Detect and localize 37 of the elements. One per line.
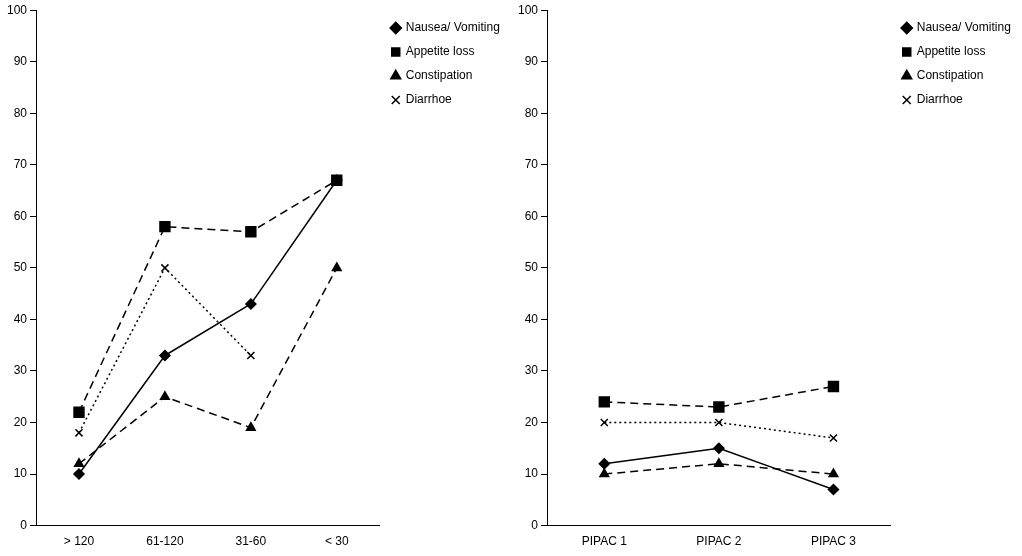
y-tick-label: 20 — [13, 414, 28, 429]
x-tick-label: PIPAC 1 — [581, 534, 628, 549]
legend-label: Appetite loss — [916, 44, 986, 59]
y-tick-label: 100 — [517, 2, 539, 17]
y-tick-label: 30 — [524, 363, 539, 378]
y-tick-label: 10 — [13, 466, 28, 481]
x-tick-label: > 120 — [63, 534, 95, 549]
y-tick-label: 60 — [13, 208, 28, 223]
y-tick-label: 90 — [524, 54, 539, 69]
y-tick-label: 10 — [524, 466, 539, 481]
y-tick-label: 70 — [524, 157, 539, 172]
x-tick-label: PIPAC 3 — [810, 534, 857, 549]
x-tick-label: < 30 — [324, 534, 349, 549]
x-tick-label: 31-60 — [235, 534, 267, 549]
x-tick-label: PIPAC 2 — [696, 534, 742, 549]
y-tick-label: 80 — [524, 105, 539, 120]
y-tick-label: 70 — [13, 157, 28, 172]
y-tick-label: 30 — [13, 363, 28, 378]
legend-label: Nausea/ Vomiting — [916, 20, 1011, 35]
x-tick-label: 61-120 — [146, 534, 184, 549]
y-tick-label: 0 — [531, 517, 539, 532]
y-tick-label: 90 — [13, 54, 28, 69]
legend-label: Diarrhoe — [405, 92, 453, 107]
y-tick-label: 50 — [13, 260, 28, 275]
y-tick-label: 40 — [13, 311, 28, 326]
legend-label: Nausea/ Vomiting — [405, 20, 500, 35]
legend-label: Constipation — [916, 68, 984, 83]
y-tick-label: 40 — [524, 311, 539, 326]
y-tick-label: 0 — [20, 517, 28, 532]
y-tick-label: 50 — [524, 260, 539, 275]
legend-label: Appetite loss — [405, 44, 475, 59]
legend-label: Constipation — [405, 68, 473, 83]
legend-label: Diarrhoe — [916, 92, 964, 107]
y-tick-label: 60 — [524, 208, 539, 223]
y-tick-label: 20 — [524, 414, 539, 429]
y-tick-label: 100 — [6, 2, 28, 17]
y-tick-label: 80 — [13, 105, 28, 120]
